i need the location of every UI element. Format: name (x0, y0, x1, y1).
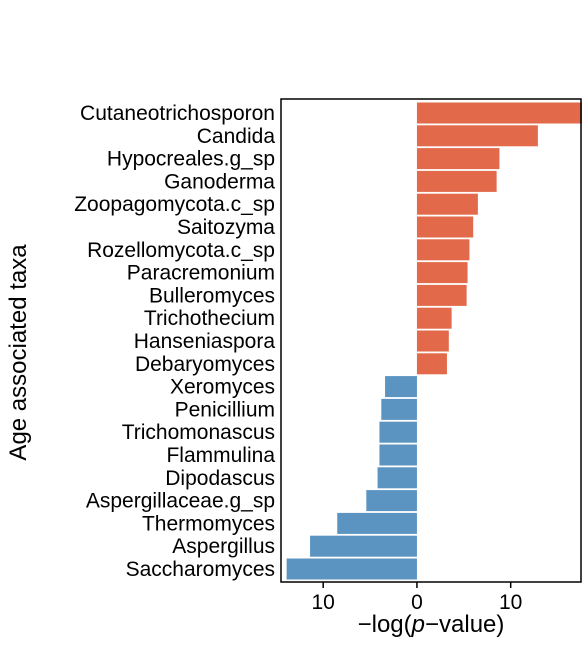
category-label: Hypocreales.g_sp (107, 148, 275, 171)
category-label: Flammulina (166, 444, 275, 467)
x-tick-label: 0 (411, 591, 423, 614)
bar-ganoderma (416, 170, 497, 192)
x-tick-label: 10 (499, 591, 522, 614)
bar-hypocreales-g-sp (416, 148, 500, 170)
category-label: Saitozyma (177, 216, 275, 239)
bar-trichothecium (416, 307, 452, 329)
bar-paracremonium (416, 262, 468, 284)
category-label: Paracremonium (127, 262, 275, 285)
category-label: Candida (197, 125, 276, 148)
x-axis-title: −log(p−value) (358, 611, 505, 638)
category-label: Xeromyces (170, 376, 275, 399)
category-label: Hanseniaspora (134, 330, 276, 353)
plot-frame (280, 98, 582, 583)
bar-flammulina (379, 444, 417, 466)
bar-zoopagomycota-c-sp (416, 193, 478, 215)
bar-penicillium (381, 398, 417, 420)
bars (286, 102, 582, 580)
bar-trichomonascus (379, 421, 417, 443)
bar-cutaneotrichosporon (416, 102, 582, 124)
category-labels: CutaneotrichosporonCandidaHypocreales.g_… (74, 102, 275, 581)
bar-saccharomyces (286, 558, 417, 580)
bar-aspergillaceae-g-sp (366, 490, 417, 512)
category-label: Cutaneotrichosporon (80, 102, 275, 125)
bar-hanseniaspora (416, 330, 449, 352)
category-label: Aspergillus (172, 535, 275, 558)
bar-thermomyces (337, 512, 417, 534)
bar-saitozyma (416, 216, 474, 238)
bar-xeromyces (385, 376, 417, 398)
category-label: Debaryomyces (135, 353, 275, 376)
category-label: Rozellomycota.c_sp (87, 239, 275, 262)
bar-rozellomycota-c-sp (416, 239, 470, 261)
y-axis-title: Age associated taxa (5, 244, 32, 461)
category-label: Dipodascus (165, 467, 275, 490)
category-label: Aspergillaceae.g_sp (86, 490, 275, 513)
bar-bulleromyces (416, 284, 467, 306)
x-axis-ticks: 10 0 10 (312, 582, 522, 614)
x-tick-label: 10 (312, 591, 335, 614)
category-label: Trichomonascus (122, 421, 275, 444)
category-label: Trichothecium (144, 307, 275, 330)
bar-debaryomyces (416, 353, 447, 375)
category-label: Bulleromyces (149, 284, 275, 307)
category-label: Zoopagomycota.c_sp (74, 193, 275, 216)
bar-candida (416, 125, 538, 147)
category-label: Penicillium (175, 398, 275, 421)
bar-aspergillus (310, 535, 417, 557)
category-label: Ganoderma (164, 170, 275, 193)
bar-dipodascus (377, 467, 417, 489)
category-label: Saccharomyces (126, 558, 275, 581)
category-label: Thermomyces (142, 512, 275, 535)
